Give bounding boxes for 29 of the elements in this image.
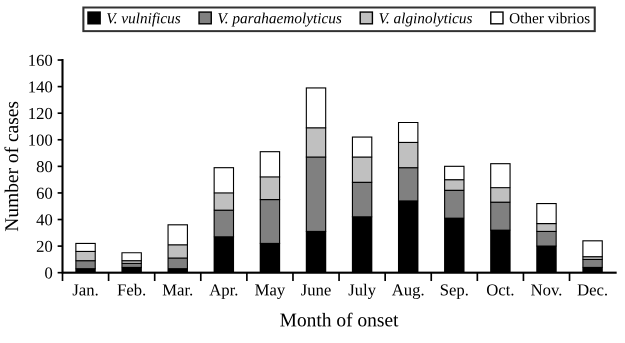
x-tick-label: Apr. [209, 284, 238, 299]
legend-label: V. parahaemolyticus [218, 12, 342, 27]
bar [582, 240, 603, 258]
y-tick-label: 0 [45, 267, 52, 279]
y-tick-label: 80 [36, 161, 52, 172]
legend-label: Other vibrios [510, 12, 590, 24]
bar [121, 252, 142, 262]
y-tick-label: 160 [29, 54, 52, 66]
x-tick-label: Sep. [440, 284, 468, 299]
x-tick-label: Feb. [118, 284, 146, 296]
x-tick-label: Jan. [72, 284, 98, 296]
x-tick-label: Oct. [486, 284, 514, 296]
x-axis-title: Month of onset [280, 312, 398, 327]
x-tick-label: June [301, 284, 331, 296]
y-tick-label: 60 [36, 188, 52, 199]
legend-label: V. vulnificus [107, 12, 180, 26]
y-tick-label: 100 [29, 134, 52, 146]
y-tick-label: 140 [29, 81, 52, 93]
x-tick-label: Aug. [392, 284, 424, 299]
y-tick-label: 40 [36, 214, 52, 226]
x-tick-label: Dec. [578, 284, 607, 296]
y-tick-label: 20 [36, 240, 52, 252]
y-tick-label: 120 [29, 108, 52, 120]
x-tick-label: Nov. [531, 284, 562, 296]
legend-label: V. alginolyticus [379, 12, 472, 27]
x-tick-label: May [255, 284, 286, 299]
x-tick-label: July [348, 284, 376, 299]
x-tick-label: Mar. [162, 284, 192, 296]
y-axis-title: Number of cases [4, 102, 18, 232]
